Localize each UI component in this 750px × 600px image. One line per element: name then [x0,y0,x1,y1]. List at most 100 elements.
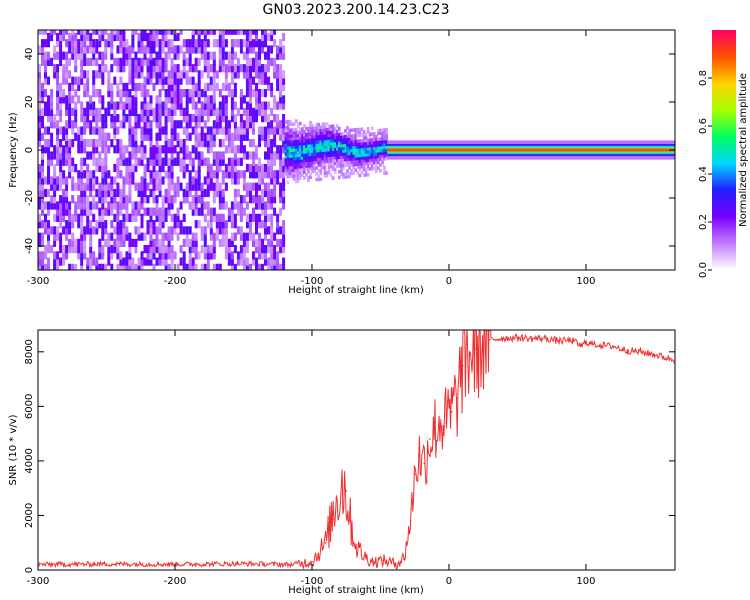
heatmap-cell [372,135,376,139]
heatmap-cell [381,134,384,138]
heatmap-cell [242,120,246,129]
heatmap-cell [296,139,300,143]
heatmap-cell [212,182,216,191]
heatmap-cell [284,120,288,124]
heatmap-cell [209,245,213,254]
heatmap-cell [340,172,343,177]
heatmap-cell [128,89,132,98]
heatmap-cell [354,128,357,132]
heatmap-cell [203,263,207,270]
heatmap-cell [125,145,129,154]
heatmap-cell [249,101,252,110]
heatmap-cell [290,151,294,155]
heatmap-cell [206,30,210,35]
heatmap-cell [191,82,195,91]
heatmap-cell [273,188,277,198]
heatmap-cell [344,157,347,162]
heatmap-cell [83,82,87,91]
heatmap-cell [344,140,347,145]
heatmap-cell [152,45,156,54]
heatmap-cell [176,101,180,110]
heatmap-cell [230,114,234,123]
heatmap-cell [38,126,41,135]
heatmap-cell [86,226,90,235]
heatmap-cell [143,188,147,198]
heatmap-cell [227,30,231,35]
heatmap-cell [149,157,153,166]
heatmap-cell [350,151,353,155]
heatmap-cell [215,70,219,79]
heatmap-cell [128,151,132,160]
snr-point [445,421,448,424]
heatmap-cell [59,213,63,222]
heatmap-cell [305,141,308,145]
heatmap-cell [59,170,63,179]
heatmap-cell [89,207,93,216]
heatmap-cell [143,120,147,129]
heatmap-cell [290,148,294,152]
heatmap-cell [107,182,111,191]
heatmap-cell [137,232,141,241]
heatmap-cell [173,126,177,135]
heatmap-cell [307,132,310,136]
heatmap-cell [249,89,252,98]
heatmap-cell [301,167,304,172]
heatmap-cell [170,257,174,266]
heatmap-cell [92,57,96,66]
heatmap-cell [288,137,292,141]
heatmap-cell [176,132,180,141]
heatmap-cell [206,139,210,148]
heatmap-cell [288,151,292,155]
heatmap-cell [230,251,234,260]
heatmap-cell [149,176,153,185]
heatmap-cell [89,39,93,48]
heatmap-cell [47,170,50,179]
heatmap-cell [101,32,105,42]
heatmap-cell [194,120,198,129]
heatmap-cell [288,160,292,164]
heatmap-cell [230,51,234,60]
heatmap-cell [360,139,364,143]
heatmap-cell [233,213,237,222]
heatmap-cell [261,89,264,98]
heatmap-cell [47,201,50,210]
x-tick-label: -100 [301,276,324,287]
heatmap-cell [200,126,204,135]
heatmap-cell [170,120,174,129]
heatmap-cell [288,168,292,173]
heatmap-cell [309,158,312,162]
heatmap-cell [221,95,225,104]
heatmap-cell [83,182,87,191]
heatmap-cell [146,39,150,48]
heatmap-cell [56,157,60,166]
heatmap-cell [323,128,327,132]
heatmap-cell [167,114,171,123]
heatmap-cell [170,145,174,154]
heatmap-cell [276,82,280,91]
heatmap-cell [131,238,135,247]
heatmap-cell [333,144,337,148]
heatmap-cell [137,57,141,66]
heatmap-cell [370,166,374,171]
heatmap-cell [327,165,331,169]
heatmap-cell [173,251,177,260]
heatmap-cell [122,257,126,266]
heatmap-cell [301,161,304,166]
heatmap-cell [122,57,126,66]
heatmap-cell [368,141,372,145]
heatmap-cell [194,82,198,91]
heatmap-cell [155,107,159,116]
heatmap-cell [173,51,177,60]
heatmap-cell [80,39,84,48]
heatmap-cell [158,39,162,48]
heatmap-cell [236,132,240,141]
heatmap-cell [158,257,162,266]
heatmap-cell [140,64,144,73]
heatmap-cell [194,232,198,241]
heatmap-cell [83,139,87,148]
heatmap-cell [267,51,270,60]
heatmap-cell [116,101,120,110]
heatmap-cell [125,57,129,66]
heatmap-cell [110,263,114,270]
heatmap-cell [62,251,66,260]
